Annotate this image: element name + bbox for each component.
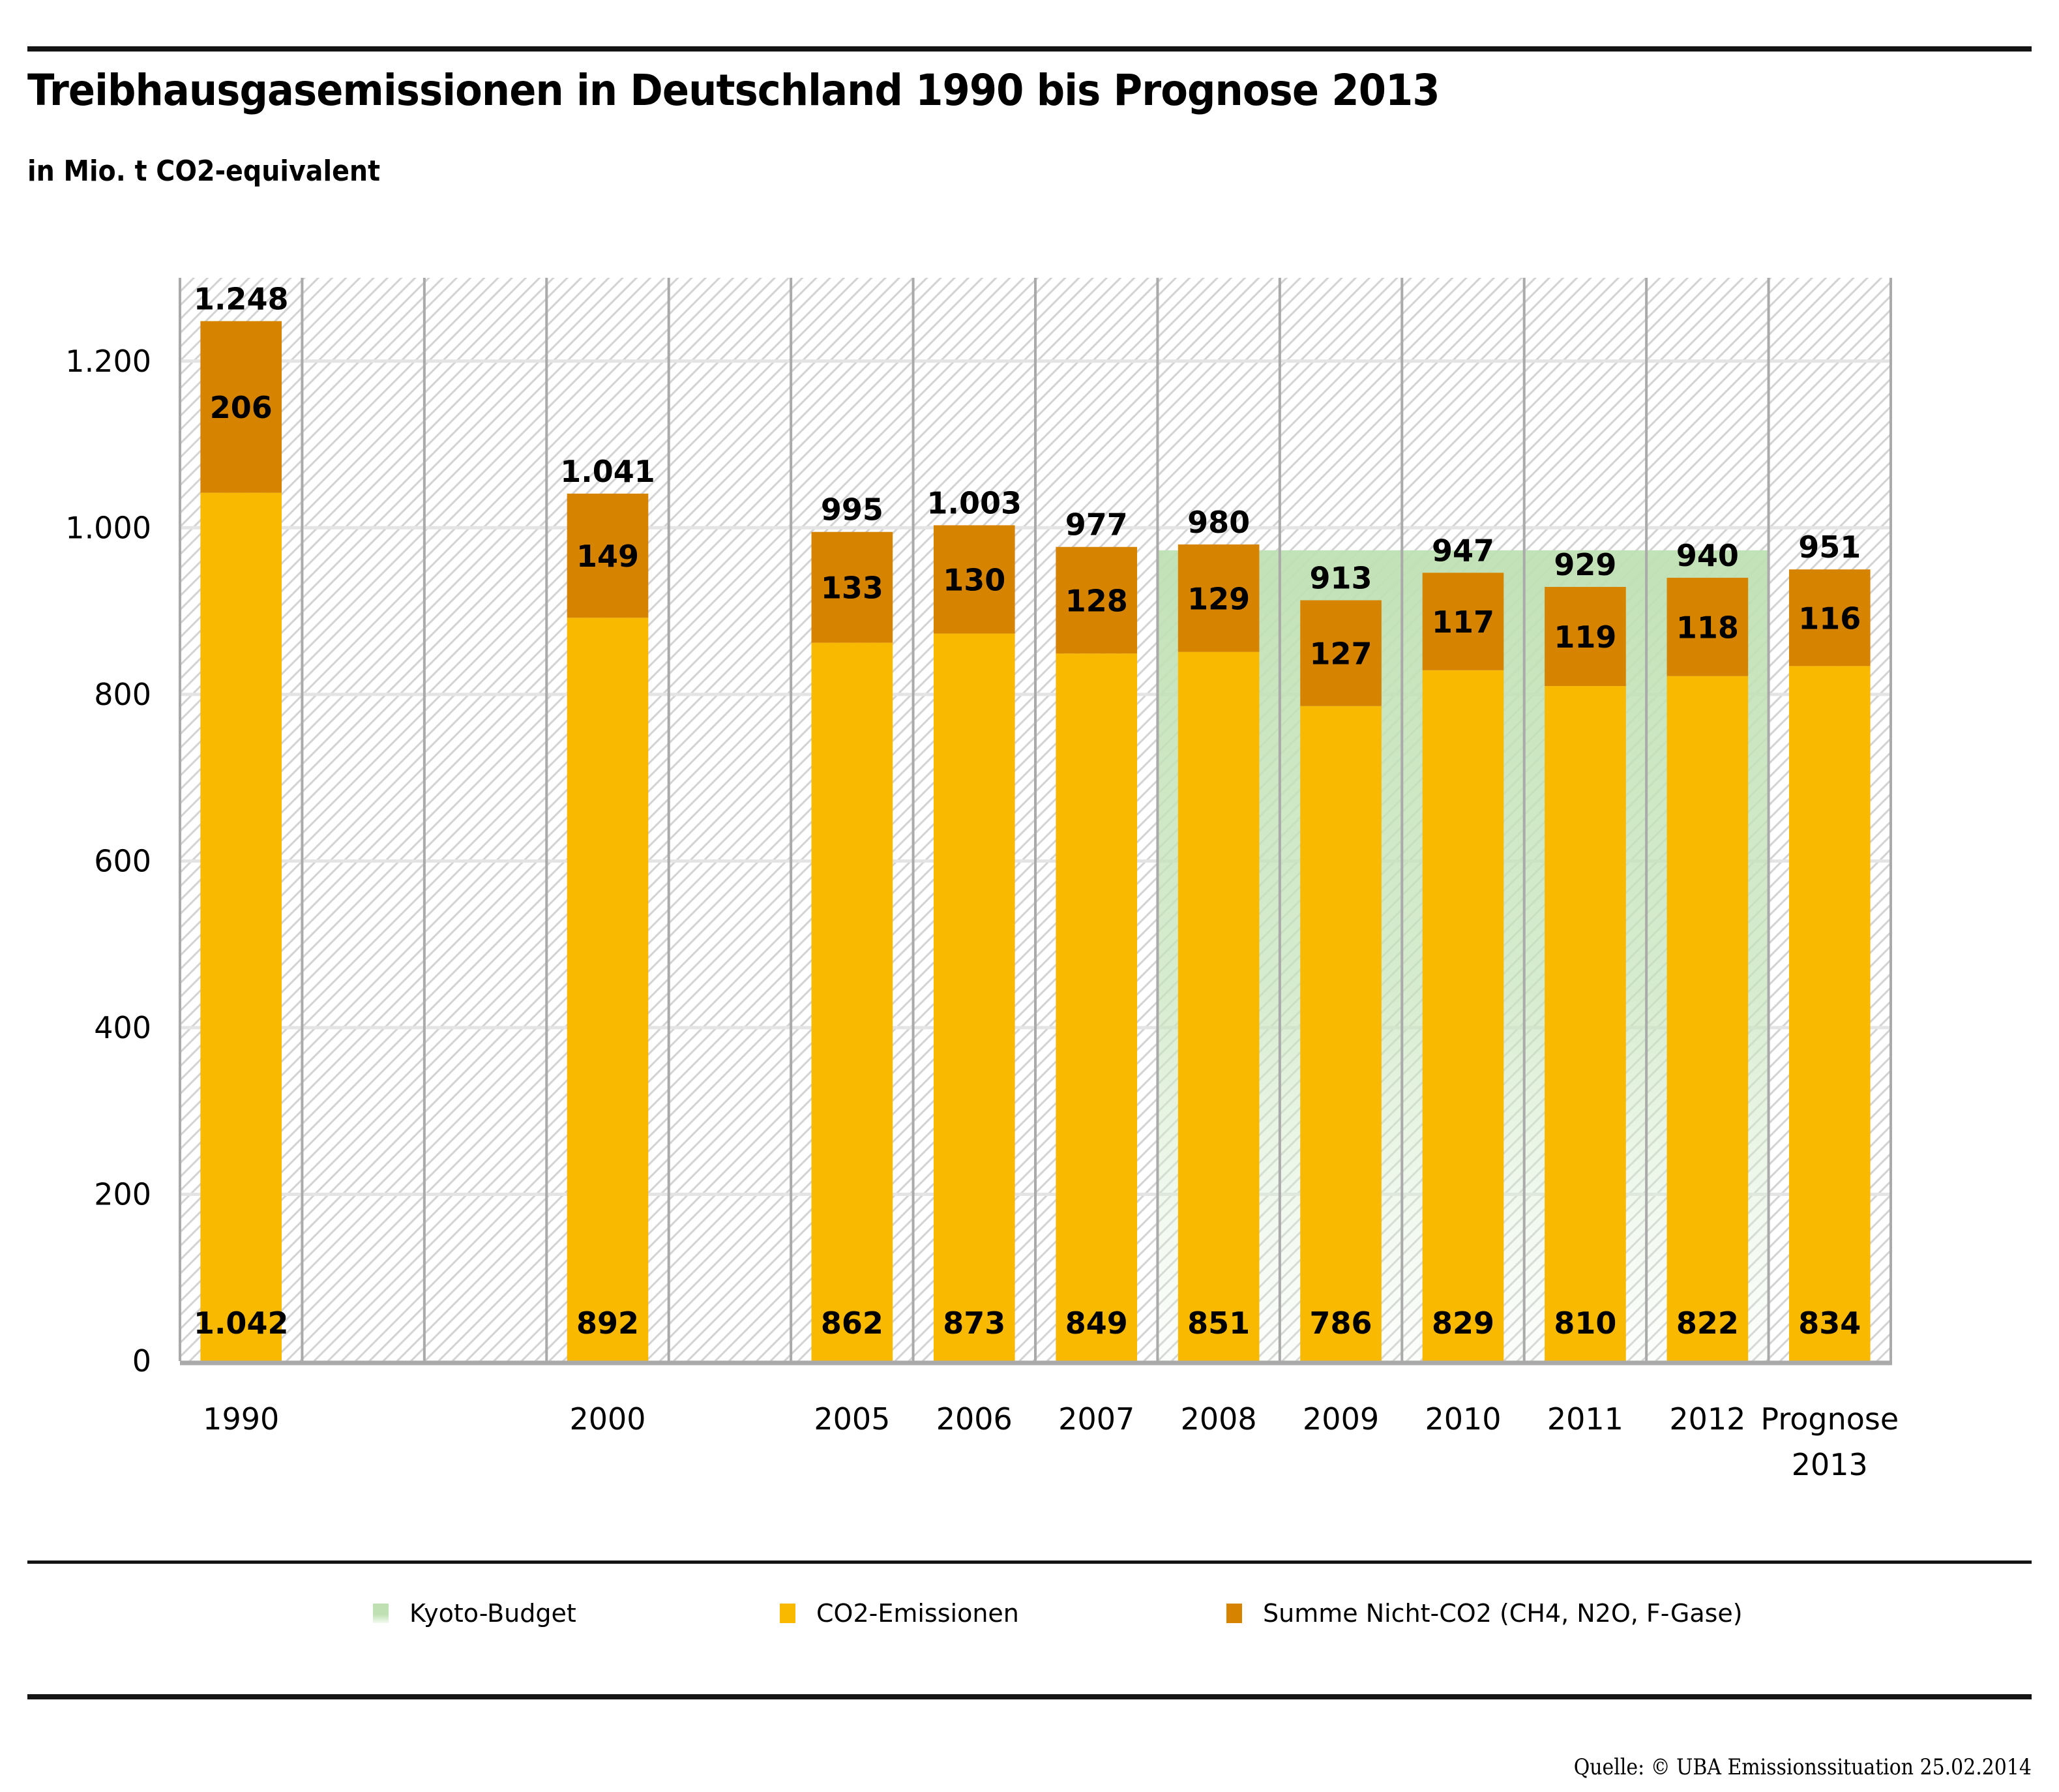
label-total: 913	[1310, 560, 1372, 595]
legend-item-kyoto: Kyoto-Budget	[373, 1599, 576, 1628]
x-tick-label: 2000	[569, 1401, 645, 1437]
y-tick-label: 200	[94, 1176, 151, 1212]
label-non-co2: 149	[576, 539, 639, 574]
bar-non-co2	[200, 321, 282, 493]
label-co2: 1.042	[194, 1306, 289, 1341]
bar-co2	[1545, 686, 1626, 1361]
legend-label-co2: CO2-Emissionen	[816, 1599, 1019, 1628]
x-tick-label: 2008	[1181, 1401, 1257, 1437]
label-total: 1.041	[560, 454, 655, 489]
label-non-co2: 118	[1676, 610, 1739, 645]
top-rule	[27, 46, 2032, 52]
x-tick-label: 2011	[1547, 1401, 1623, 1437]
label-non-co2: 128	[1065, 583, 1128, 618]
x-tick-label: 2006	[936, 1401, 1013, 1437]
x-tick-label: Prognose	[1760, 1401, 1899, 1437]
label-non-co2: 117	[1432, 605, 1494, 640]
label-non-co2: 129	[1187, 581, 1250, 616]
chart-subtitle: in Mio. t CO2-equivalent	[27, 155, 381, 188]
label-non-co2: 116	[1798, 601, 1861, 636]
x-tick-label: 2010	[1425, 1401, 1501, 1437]
y-tick-label: 600	[94, 843, 151, 878]
bar-co2	[1422, 670, 1504, 1361]
bottom-rule	[27, 1694, 2032, 1699]
bar-co2	[200, 492, 282, 1362]
bar-non-co2	[1788, 569, 1871, 666]
axes: 0 200 400 600 800 1.000 1.200 1990 2000 2005 2006 2…	[65, 344, 1899, 1482]
label-co2: 892	[576, 1306, 639, 1341]
label-co2: 786	[1310, 1306, 1372, 1341]
label-co2: 810	[1554, 1306, 1616, 1341]
x-tick-label: 2012	[1669, 1401, 1745, 1437]
y-tick-label: 1.000	[65, 510, 151, 545]
x-tick-label: 2009	[1303, 1401, 1379, 1437]
label-non-co2: 127	[1310, 636, 1372, 672]
label-total: 977	[1065, 507, 1128, 543]
label-non-co2: 133	[821, 571, 883, 606]
label-non-co2: 206	[210, 390, 273, 425]
bar-co2	[1056, 653, 1138, 1361]
bar-non-co2	[1056, 546, 1138, 654]
x-tick-label: 1990	[203, 1401, 279, 1437]
label-co2: 849	[1065, 1306, 1128, 1341]
source-note: Quelle: © UBA Emissionssituation 25.02.2…	[1573, 1754, 2032, 1780]
bar-co2	[1300, 706, 1382, 1361]
x-tick-label: 2013	[1792, 1447, 1868, 1482]
label-total: 980	[1187, 505, 1250, 540]
label-co2: 829	[1432, 1306, 1494, 1341]
bar-non-co2	[1300, 600, 1382, 706]
non-co2-swatch	[1226, 1604, 1242, 1623]
label-total: 940	[1676, 538, 1739, 573]
bar-co2	[1178, 651, 1260, 1361]
kyoto-swatch	[373, 1604, 389, 1623]
label-non-co2: 119	[1554, 620, 1616, 655]
label-total: 1.003	[927, 485, 1022, 520]
label-total: 995	[821, 492, 883, 528]
legend-top-rule	[27, 1561, 2032, 1564]
label-co2: 851	[1187, 1306, 1250, 1341]
bar-non-co2	[1422, 573, 1504, 670]
bar-co2	[933, 633, 1015, 1361]
y-tick-label: 800	[94, 677, 151, 712]
label-total: 929	[1554, 547, 1616, 582]
co2-swatch	[780, 1604, 795, 1623]
label-co2: 862	[821, 1306, 883, 1341]
legend-item-non-co2: Summe Nicht-CO2 (CH4, N2O, F-Gase)	[1226, 1599, 1743, 1628]
bar-non-co2	[1666, 577, 1749, 676]
bar-non-co2	[811, 531, 893, 643]
y-tick-label: 1.200	[65, 344, 151, 379]
x-tick-label: 2005	[814, 1401, 890, 1437]
bar-non-co2	[567, 493, 649, 618]
label-total: 1.248	[194, 281, 289, 316]
x-tick-label: 2007	[1058, 1401, 1134, 1437]
bar-co2	[1666, 676, 1749, 1361]
bar-non-co2	[1545, 587, 1626, 687]
column-dividers	[179, 278, 1892, 1361]
label-co2: 834	[1798, 1306, 1861, 1341]
bar-co2	[567, 618, 649, 1361]
legend-item-co2: CO2-Emissionen	[780, 1599, 1019, 1628]
chart-title: Treibhausgasemissionen in Deutschland 19…	[27, 65, 1440, 115]
bar-co2	[1788, 666, 1871, 1362]
label-total: 951	[1798, 530, 1861, 565]
label-co2: 873	[943, 1306, 1005, 1341]
label-total: 947	[1432, 533, 1494, 568]
legend-label-non-co2: Summe Nicht-CO2 (CH4, N2O, F-Gase)	[1263, 1599, 1743, 1628]
bars	[200, 321, 1871, 1362]
bar-non-co2	[933, 525, 1015, 634]
y-tick-label: 400	[94, 1010, 151, 1045]
bar-non-co2	[1178, 544, 1260, 652]
data-labels: 1.042 206 1.248 892 149 1.041 862 133 995 873 130 1…	[194, 281, 1861, 1341]
bar-co2	[811, 642, 893, 1362]
label-non-co2: 130	[943, 563, 1005, 598]
label-co2: 822	[1676, 1306, 1739, 1341]
y-tick-label: 0	[132, 1343, 151, 1379]
legend-label-kyoto: Kyoto-Budget	[409, 1599, 576, 1628]
chart-area: 0 200 400 600 800 1.000 1.200 1990 2000 2005 2006 2…	[65, 278, 1899, 1482]
